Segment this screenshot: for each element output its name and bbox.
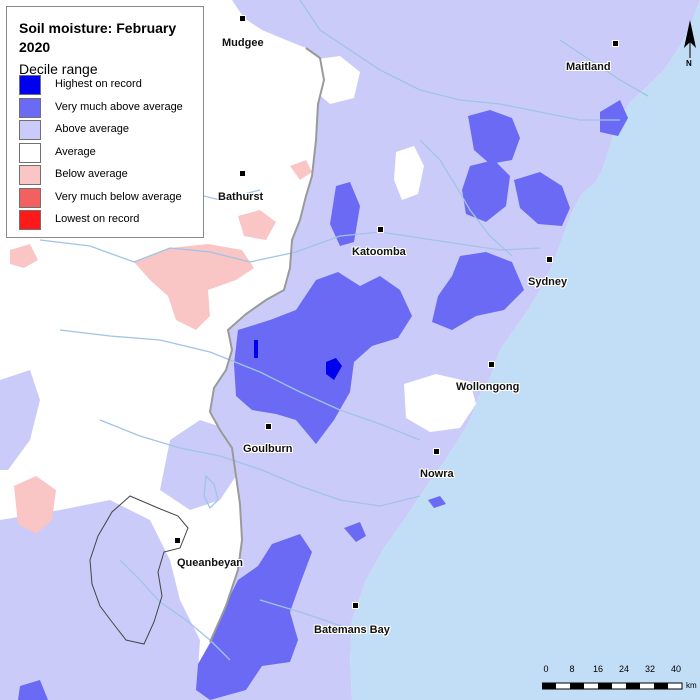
- legend-label-very-much-below: Very much below average: [55, 191, 182, 203]
- legend-box: Soil moisture: February 2020 Decile rang…: [6, 6, 204, 238]
- town-label-mudgee: Mudgee: [222, 37, 264, 49]
- town-dot-batemans-bay: [352, 602, 359, 609]
- legend-swatch-very-much-below: [19, 188, 41, 208]
- act-border: [89, 495, 189, 645]
- rivers: [19, 0, 649, 661]
- town-label-wollongong: Wollongong: [456, 381, 520, 393]
- below-average-patch-oberon: [134, 244, 254, 330]
- very-much-above-katoomba-west: [330, 182, 360, 246]
- legend-swatch-average: [19, 143, 41, 163]
- north-arrow-icon: [684, 20, 696, 58]
- very-much-above-nowra: [428, 496, 446, 508]
- legend-swatch-very-much-above: [19, 98, 41, 118]
- above-average-patch-west: [0, 370, 40, 470]
- legend-swatch-lowest: [19, 210, 41, 230]
- legend-subtitle: Decile range: [19, 61, 98, 77]
- town-label-sydney: Sydney: [528, 276, 568, 288]
- legend-label-lowest: Lowest on record: [55, 213, 140, 225]
- town-dot-goulburn: [265, 423, 272, 430]
- legend-title: Soil moisture: February 2020: [19, 20, 177, 55]
- very-much-above-central-coast: [514, 172, 570, 226]
- scale-bar: 0 8 16 24 32 40 km: [540, 664, 700, 700]
- very-much-above-queanbeyan-south: [196, 534, 312, 700]
- town-dot-sydney: [546, 256, 553, 263]
- legend-label-above: Above average: [55, 123, 129, 135]
- town-dot-wollongong: [488, 361, 495, 368]
- north-arrow: N: [682, 18, 698, 68]
- legend-swatch-below: [19, 165, 41, 185]
- legend-swatch-above: [19, 120, 41, 140]
- town-label-bathurst: Bathurst: [218, 191, 264, 203]
- legend-swatch-highest: [19, 75, 41, 95]
- very-much-above-hawkesbury: [462, 160, 510, 222]
- town-dot-katoomba: [377, 226, 384, 233]
- town-dot-nowra: [433, 448, 440, 455]
- town-dot-bathurst: [239, 170, 246, 177]
- scale-tick-16: 16: [592, 664, 604, 674]
- above-average-region-main: [196, 0, 700, 700]
- very-much-above-west-small: [18, 680, 48, 700]
- below-average-patch-mudgee: [290, 160, 312, 180]
- scale-tick-24: 24: [618, 664, 630, 674]
- town-label-queanbeyan: Queanbeyan: [177, 557, 244, 569]
- town-label-batemans-bay: Batemans Bay: [314, 624, 390, 636]
- scale-unit: km: [686, 681, 697, 690]
- below-average-patch-bathurst: [238, 210, 276, 240]
- very-much-above-sydney-south: [432, 252, 524, 330]
- town-label-goulburn: Goulburn: [243, 443, 293, 455]
- legend-label-very-much-above: Very much above average: [55, 101, 183, 113]
- very-much-above-moruya: [344, 522, 366, 542]
- town-label-maitland: Maitland: [566, 61, 611, 73]
- very-much-above-hunter: [600, 100, 628, 136]
- ocean: [350, 0, 700, 700]
- legend-label-average: Average: [55, 146, 96, 158]
- below-average-patch-west: [10, 244, 38, 268]
- average-hole-wollongong: [404, 374, 476, 432]
- town-label-nowra: Nowra: [420, 468, 454, 480]
- scale-bar-graphic: [542, 682, 683, 690]
- below-average-patch-canberra: [14, 476, 56, 534]
- town-label-katoomba: Katoomba: [352, 246, 406, 258]
- above-average-patch-goulburn: [160, 420, 240, 510]
- north-arrow-label: N: [686, 59, 692, 68]
- scale-tick-8: 8: [569, 664, 575, 674]
- very-much-above-southern-highlands: [234, 272, 412, 444]
- scale-tick-32: 32: [644, 664, 656, 674]
- legend-label-below: Below average: [55, 168, 128, 180]
- above-average-patch-southwest: [0, 500, 200, 700]
- scale-tick-0: 0: [543, 664, 549, 674]
- town-dot-queanbeyan: [174, 537, 181, 544]
- basin-outline: [208, 47, 326, 643]
- average-hole-central: [394, 146, 424, 200]
- town-dot-mudgee: [239, 15, 246, 22]
- highest-on-record-patch-1: [326, 358, 342, 380]
- highest-on-record-patch-2: [254, 340, 258, 358]
- scale-tick-40: 40: [670, 664, 682, 674]
- very-much-above-nw-sydney: [468, 110, 520, 164]
- town-dot-maitland: [612, 40, 619, 47]
- legend-label-highest: Highest on record: [55, 78, 142, 90]
